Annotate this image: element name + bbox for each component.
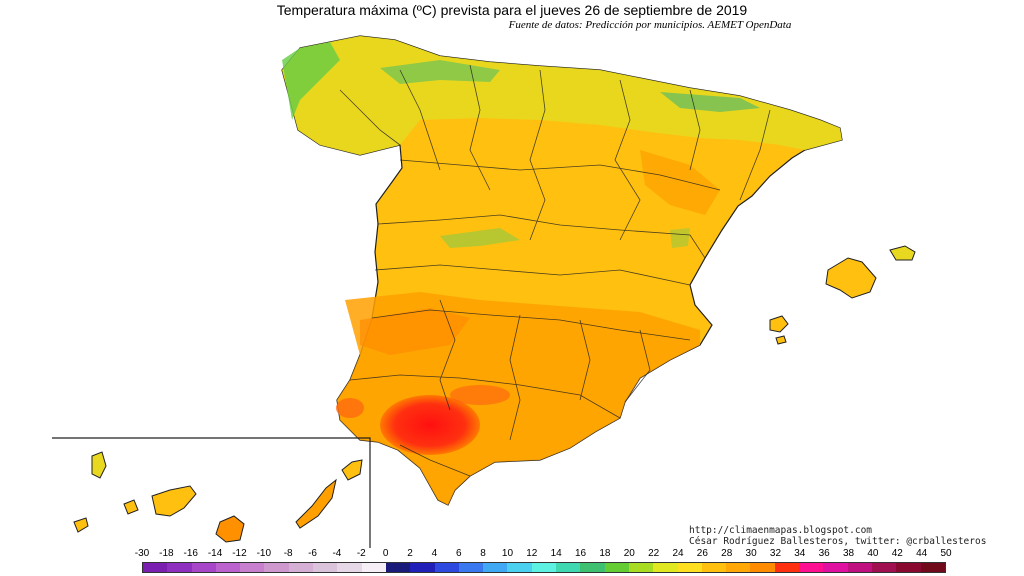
legend-swatch <box>823 563 848 572</box>
legend-bar <box>142 562 946 573</box>
legend-swatch <box>410 563 435 572</box>
credit-author: César Rodríguez Ballesteros, twitter: @c… <box>689 536 987 547</box>
legend-swatch <box>483 563 508 572</box>
map-title: Temperatura máxima (ºC) prevista para el… <box>276 2 748 18</box>
legend-swatch <box>385 563 411 572</box>
legend-label: 38 <box>842 548 855 559</box>
legend-label: 0 <box>382 548 389 559</box>
legend-label: 24 <box>672 548 684 559</box>
legend-label: 44 <box>916 548 928 559</box>
legend-swatch <box>458 563 484 572</box>
legend-swatch <box>750 563 775 572</box>
legend-label: 32 <box>769 548 782 559</box>
legend-swatch <box>434 563 459 572</box>
legend-swatch <box>774 563 800 572</box>
legend-swatch <box>896 563 921 572</box>
legend-label: 12 <box>526 548 538 559</box>
legend-label: -14 <box>207 548 223 559</box>
canary-inset-frame <box>52 437 371 548</box>
legend-label: 14 <box>550 548 562 559</box>
legend-label: 22 <box>648 548 660 559</box>
gran-canaria-island <box>215 515 245 543</box>
temperature-map <box>52 35 916 548</box>
legend-swatch <box>653 563 678 572</box>
legend-label: 40 <box>867 548 879 559</box>
legend-label: -12 <box>232 548 247 559</box>
la-palma-island <box>91 451 107 479</box>
legend-swatch <box>871 563 897 572</box>
legend-label: 28 <box>721 548 733 559</box>
legend-swatch <box>628 563 654 572</box>
la-gomera-island <box>123 499 139 515</box>
mallorca-island <box>825 257 877 299</box>
map-subtitle: Fuente de datos: Predicción por municipi… <box>508 19 792 31</box>
legend-swatch <box>191 563 216 572</box>
legend-swatch <box>361 563 386 572</box>
legend-label: -18 <box>159 548 174 559</box>
legend-swatch <box>215 563 241 572</box>
legend-swatch <box>604 563 629 572</box>
lanzarote-island <box>341 459 363 481</box>
legend-swatch <box>531 563 557 572</box>
legend-label: 18 <box>599 548 611 559</box>
legend-label: -30 <box>134 548 150 559</box>
legend-label: 30 <box>745 548 757 559</box>
legend-label: 42 <box>891 548 903 559</box>
legend-swatch <box>167 563 192 572</box>
legend-labels: -30 -18 -16 -14 -12 -10 -8 -6 -4 -2 0 2 4 6 8 10 12 14 16 1… <box>134 548 952 560</box>
legend-swatch <box>677 563 702 572</box>
legend-label: 4 <box>431 548 438 559</box>
fuerteventura-island <box>295 478 337 529</box>
legend-swatch <box>556 563 581 572</box>
ibiza-island <box>769 315 789 333</box>
legend-label: 26 <box>696 548 708 559</box>
legend-label: 50 <box>940 548 952 559</box>
legend-label: -10 <box>256 548 272 559</box>
legend-swatch <box>726 563 751 572</box>
legend-swatch <box>701 563 727 572</box>
legend-swatch <box>264 563 289 572</box>
legend-label: 2 <box>407 548 413 559</box>
legend-label: -2 <box>356 548 366 559</box>
legend-swatch <box>920 563 945 572</box>
legend-swatch <box>580 563 605 572</box>
menorca-island <box>889 245 916 261</box>
legend-label: 6 <box>455 548 462 559</box>
legend-label: 8 <box>480 548 486 559</box>
legend-swatch <box>288 563 314 572</box>
legend-swatch <box>799 563 824 572</box>
legend-label: 10 <box>501 548 514 559</box>
legend-swatch <box>143 563 168 572</box>
tenerife-island <box>151 485 197 517</box>
el-hierro-island <box>73 517 89 533</box>
legend-label: 34 <box>794 548 806 559</box>
legend-swatch <box>507 563 532 572</box>
legend-label: -4 <box>332 548 342 559</box>
color-legend: -30 -18 -16 -14 -12 -10 -8 -6 -4 -2 0 2 4 6 8 10 12 14 16 1… <box>134 548 952 576</box>
legend-label: -16 <box>183 548 198 559</box>
legend-label: 20 <box>623 548 635 559</box>
legend-label: 36 <box>818 548 830 559</box>
legend-swatch <box>313 563 338 572</box>
legend-label: -8 <box>283 548 293 559</box>
legend-label: -6 <box>308 548 317 559</box>
legend-swatch <box>847 563 872 572</box>
legend-swatch <box>337 563 362 572</box>
credit-url: http://climaenmapas.blogspot.com <box>689 525 873 536</box>
legend-swatch <box>240 563 265 572</box>
legend-label: 16 <box>574 548 587 559</box>
